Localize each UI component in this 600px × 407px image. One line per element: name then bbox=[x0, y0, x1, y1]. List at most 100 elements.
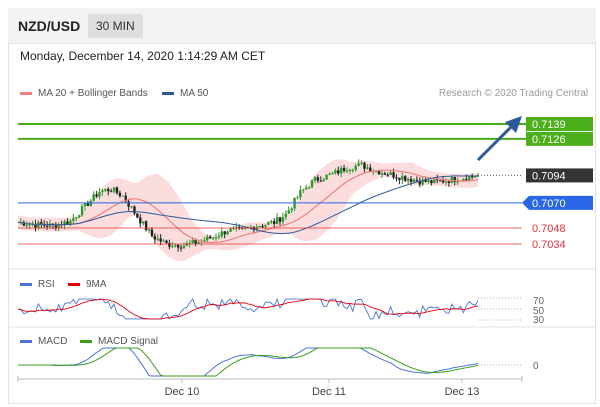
candle bbox=[354, 163, 357, 172]
candle bbox=[185, 240, 189, 247]
candle bbox=[101, 188, 104, 196]
candle bbox=[299, 185, 302, 200]
x-axis: Dec 10 Dec 11 Dec 13 bbox=[17, 376, 523, 398]
candle bbox=[357, 159, 360, 167]
candle bbox=[98, 187, 101, 200]
x-tick-dec10: Dec 10 bbox=[165, 386, 200, 398]
rsi-panel: 70 50 30 bbox=[17, 296, 545, 326]
candle bbox=[310, 179, 314, 188]
candle bbox=[75, 216, 78, 222]
candle bbox=[270, 219, 273, 225]
svg-text:0.7094: 0.7094 bbox=[532, 170, 566, 182]
candle bbox=[383, 171, 387, 175]
candle bbox=[54, 222, 58, 231]
candle bbox=[363, 161, 366, 173]
candle bbox=[25, 221, 28, 229]
candle bbox=[398, 177, 401, 185]
forecast-arrow-head bbox=[505, 116, 522, 133]
candle bbox=[273, 218, 276, 229]
candle bbox=[95, 190, 98, 198]
candle bbox=[337, 166, 340, 176]
candle bbox=[153, 233, 157, 244]
forecast-arrow-shaft bbox=[476, 122, 516, 162]
candle bbox=[328, 172, 331, 176]
legend-label-ma50: MA 50 bbox=[180, 88, 209, 99]
candle bbox=[444, 178, 448, 186]
candle bbox=[380, 171, 384, 178]
candle bbox=[395, 174, 398, 182]
candle bbox=[40, 218, 43, 228]
candle bbox=[150, 227, 154, 238]
candle bbox=[290, 206, 293, 214]
candle bbox=[404, 175, 407, 182]
macd-signal-line bbox=[18, 347, 479, 377]
candle bbox=[217, 231, 221, 240]
macd-tick-0: 0 bbox=[533, 361, 539, 372]
svg-text:0.7139: 0.7139 bbox=[532, 119, 566, 131]
candle bbox=[220, 227, 223, 239]
candle bbox=[302, 188, 305, 194]
candle bbox=[339, 165, 343, 178]
candle bbox=[109, 188, 113, 193]
legend-label-macd-signal: MACD Signal bbox=[98, 336, 159, 347]
candle bbox=[168, 239, 171, 250]
candle bbox=[401, 172, 404, 185]
candle bbox=[136, 213, 139, 219]
legend-swatch-9ma bbox=[68, 283, 80, 286]
candle bbox=[223, 230, 226, 239]
candle bbox=[77, 214, 81, 219]
candle bbox=[342, 164, 346, 173]
candle bbox=[69, 219, 72, 227]
x-tick-dec13: Dec 13 bbox=[445, 386, 480, 398]
candle bbox=[165, 239, 168, 244]
svg-text:0.7048: 0.7048 bbox=[532, 223, 566, 235]
candle bbox=[121, 195, 125, 197]
candle bbox=[345, 167, 349, 174]
rsi-tick-50: 50 bbox=[533, 306, 545, 317]
candle bbox=[278, 217, 282, 226]
candle bbox=[127, 198, 130, 211]
candle bbox=[281, 212, 285, 226]
candle bbox=[66, 218, 69, 225]
candle bbox=[92, 191, 95, 202]
legend-label-macd: MACD bbox=[38, 336, 68, 347]
bollinger-bands bbox=[18, 159, 478, 262]
legend-ma20: MA 20 + Bollinger Bands bbox=[20, 88, 148, 99]
candle bbox=[406, 177, 410, 185]
candle bbox=[118, 190, 122, 198]
candle bbox=[366, 164, 369, 170]
candle bbox=[421, 176, 424, 187]
svg-text:0.7034: 0.7034 bbox=[532, 239, 566, 251]
candle bbox=[226, 230, 229, 236]
legend-ma50: MA 50 bbox=[162, 88, 208, 99]
level-0.7034: 0.7034 bbox=[18, 239, 566, 251]
candle bbox=[316, 174, 320, 184]
candle bbox=[112, 186, 116, 194]
candle bbox=[171, 241, 174, 248]
candle bbox=[325, 174, 328, 181]
candle bbox=[470, 173, 474, 180]
timeframe-badge[interactable]: 30 MIN bbox=[88, 14, 143, 38]
macd-line bbox=[18, 347, 479, 377]
candle bbox=[264, 224, 267, 230]
candle bbox=[386, 172, 389, 178]
legend-rsi: RSI bbox=[20, 279, 55, 290]
candle bbox=[319, 176, 322, 182]
symbol-title: NZD/USD bbox=[18, 18, 81, 34]
candle bbox=[369, 164, 372, 173]
candle bbox=[162, 238, 165, 242]
candle bbox=[34, 219, 37, 232]
candle bbox=[144, 220, 148, 232]
candle bbox=[141, 221, 145, 226]
forecast-arrow bbox=[476, 116, 522, 162]
candle bbox=[287, 206, 290, 214]
level-0.7094: 0.7094 bbox=[478, 168, 593, 183]
candle bbox=[473, 176, 477, 178]
candle bbox=[124, 192, 127, 204]
candle bbox=[360, 160, 363, 166]
legend-9ma: 9MA bbox=[68, 279, 107, 290]
legend-label-rsi: RSI bbox=[38, 279, 55, 290]
candle bbox=[133, 205, 136, 216]
candle bbox=[258, 225, 261, 228]
